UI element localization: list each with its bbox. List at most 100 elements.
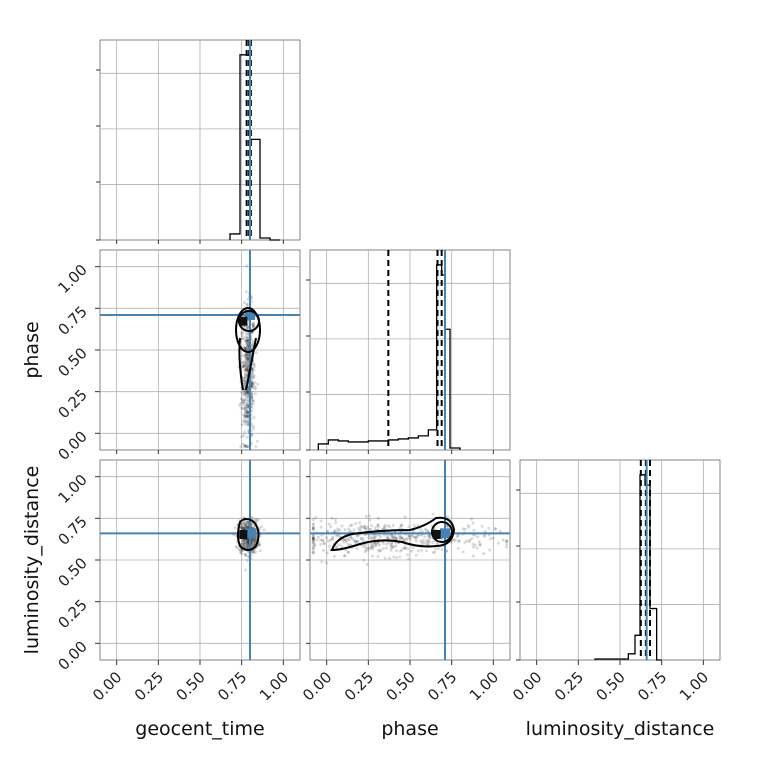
scatter-point (243, 422, 247, 426)
scatter-point (253, 384, 257, 388)
scatter-point (368, 514, 372, 518)
scatter-point (377, 543, 381, 547)
scatter-cloud-phase-vs-geocent-time (100, 250, 300, 450)
scatter-point (239, 401, 243, 405)
scatter-point (416, 534, 420, 538)
scatter-point (351, 537, 355, 541)
scatter-point (311, 546, 315, 550)
x-axis-label-luminosity-distance: luminosity_distance (526, 718, 715, 740)
scatter-point (245, 346, 249, 350)
scatter-point (252, 415, 256, 419)
scatter-point (243, 353, 247, 357)
scatter-point (256, 382, 260, 386)
scatter-point (342, 538, 346, 542)
scatter-point (346, 542, 350, 546)
scatter-point (246, 392, 250, 396)
scatter-point (354, 540, 358, 544)
scatter-point (311, 518, 315, 522)
scatter-point (237, 547, 241, 551)
scatter-point (244, 364, 248, 368)
scatter-point (245, 558, 249, 562)
scatter-point (505, 539, 509, 543)
scatter-point (470, 537, 474, 541)
scatter-point (311, 535, 315, 539)
scatter-point (246, 540, 250, 544)
grid-hist-geocent-time (100, 40, 300, 240)
scatter-point (241, 399, 245, 403)
scatter-point (408, 535, 412, 539)
scatter-point (364, 527, 368, 531)
scatter-point (311, 526, 315, 530)
scatter-point (243, 443, 247, 447)
scatter-point (244, 375, 248, 379)
scatter-point (373, 525, 377, 529)
scatter-point (365, 546, 369, 550)
scatter-point (250, 390, 254, 394)
scatter-point (374, 542, 378, 546)
scatter-point (243, 445, 247, 449)
scatter-point (252, 375, 256, 379)
scatter-point (241, 331, 245, 335)
scatter-point (244, 395, 248, 399)
scatter-point (414, 539, 418, 543)
scatter-point (376, 523, 380, 527)
scatter-point (377, 541, 381, 545)
scatter-point (245, 402, 249, 406)
scatter-point (241, 526, 245, 530)
scatter-point (440, 548, 444, 552)
scatter-point (488, 537, 492, 541)
scatter-point (311, 537, 315, 541)
scatter-point (311, 549, 315, 553)
scatter-point (243, 354, 247, 358)
scatter-point (254, 550, 258, 554)
scatter-point (244, 356, 248, 360)
scatter-point (421, 541, 425, 545)
scatter-point (349, 536, 353, 540)
scatter-point (250, 381, 254, 385)
scatter-point (243, 373, 247, 377)
scatter-point (244, 523, 248, 527)
scatter-point (242, 345, 246, 349)
scatter-point (250, 523, 254, 527)
scatter-point (245, 336, 249, 340)
scatter-point (243, 409, 247, 413)
scatter-point (402, 546, 406, 550)
scatter-point (251, 399, 255, 403)
scatter-point (244, 420, 248, 424)
scatter-point (240, 552, 244, 556)
histogram-luminosity-distance (594, 460, 662, 661)
scatter-point (246, 419, 250, 423)
scatter-point (242, 407, 246, 411)
scatter-point (245, 264, 249, 268)
scatter-point (377, 533, 381, 537)
scatter-point (408, 537, 412, 541)
scatter-point (243, 415, 247, 419)
scatter-point (370, 545, 374, 549)
scatter-point (420, 529, 424, 533)
scatter-point (389, 546, 393, 550)
density-peak-marker (239, 316, 248, 326)
scatter-point (246, 411, 250, 415)
scatter-point (430, 541, 434, 545)
scatter-point (246, 368, 250, 372)
scatter-point (457, 539, 461, 543)
scatter-point (391, 535, 395, 539)
scatter-point (253, 538, 257, 542)
scatter-point (253, 381, 257, 385)
scatter-point (414, 536, 418, 540)
scatter-point (244, 540, 248, 544)
grid-ld-vs-geocent-time (100, 460, 300, 660)
scatter-point (240, 334, 244, 338)
scatter-point (244, 420, 248, 424)
scatter-point (356, 540, 360, 544)
scatter-point (242, 520, 246, 524)
scatter-point (366, 548, 370, 552)
scatter-point (242, 363, 246, 367)
scatter-point (244, 541, 248, 545)
scatter-point (433, 547, 437, 551)
scatter-point (250, 392, 254, 396)
scatter-point (243, 392, 247, 396)
scatter-point (385, 546, 389, 550)
scatter-point (251, 538, 255, 542)
